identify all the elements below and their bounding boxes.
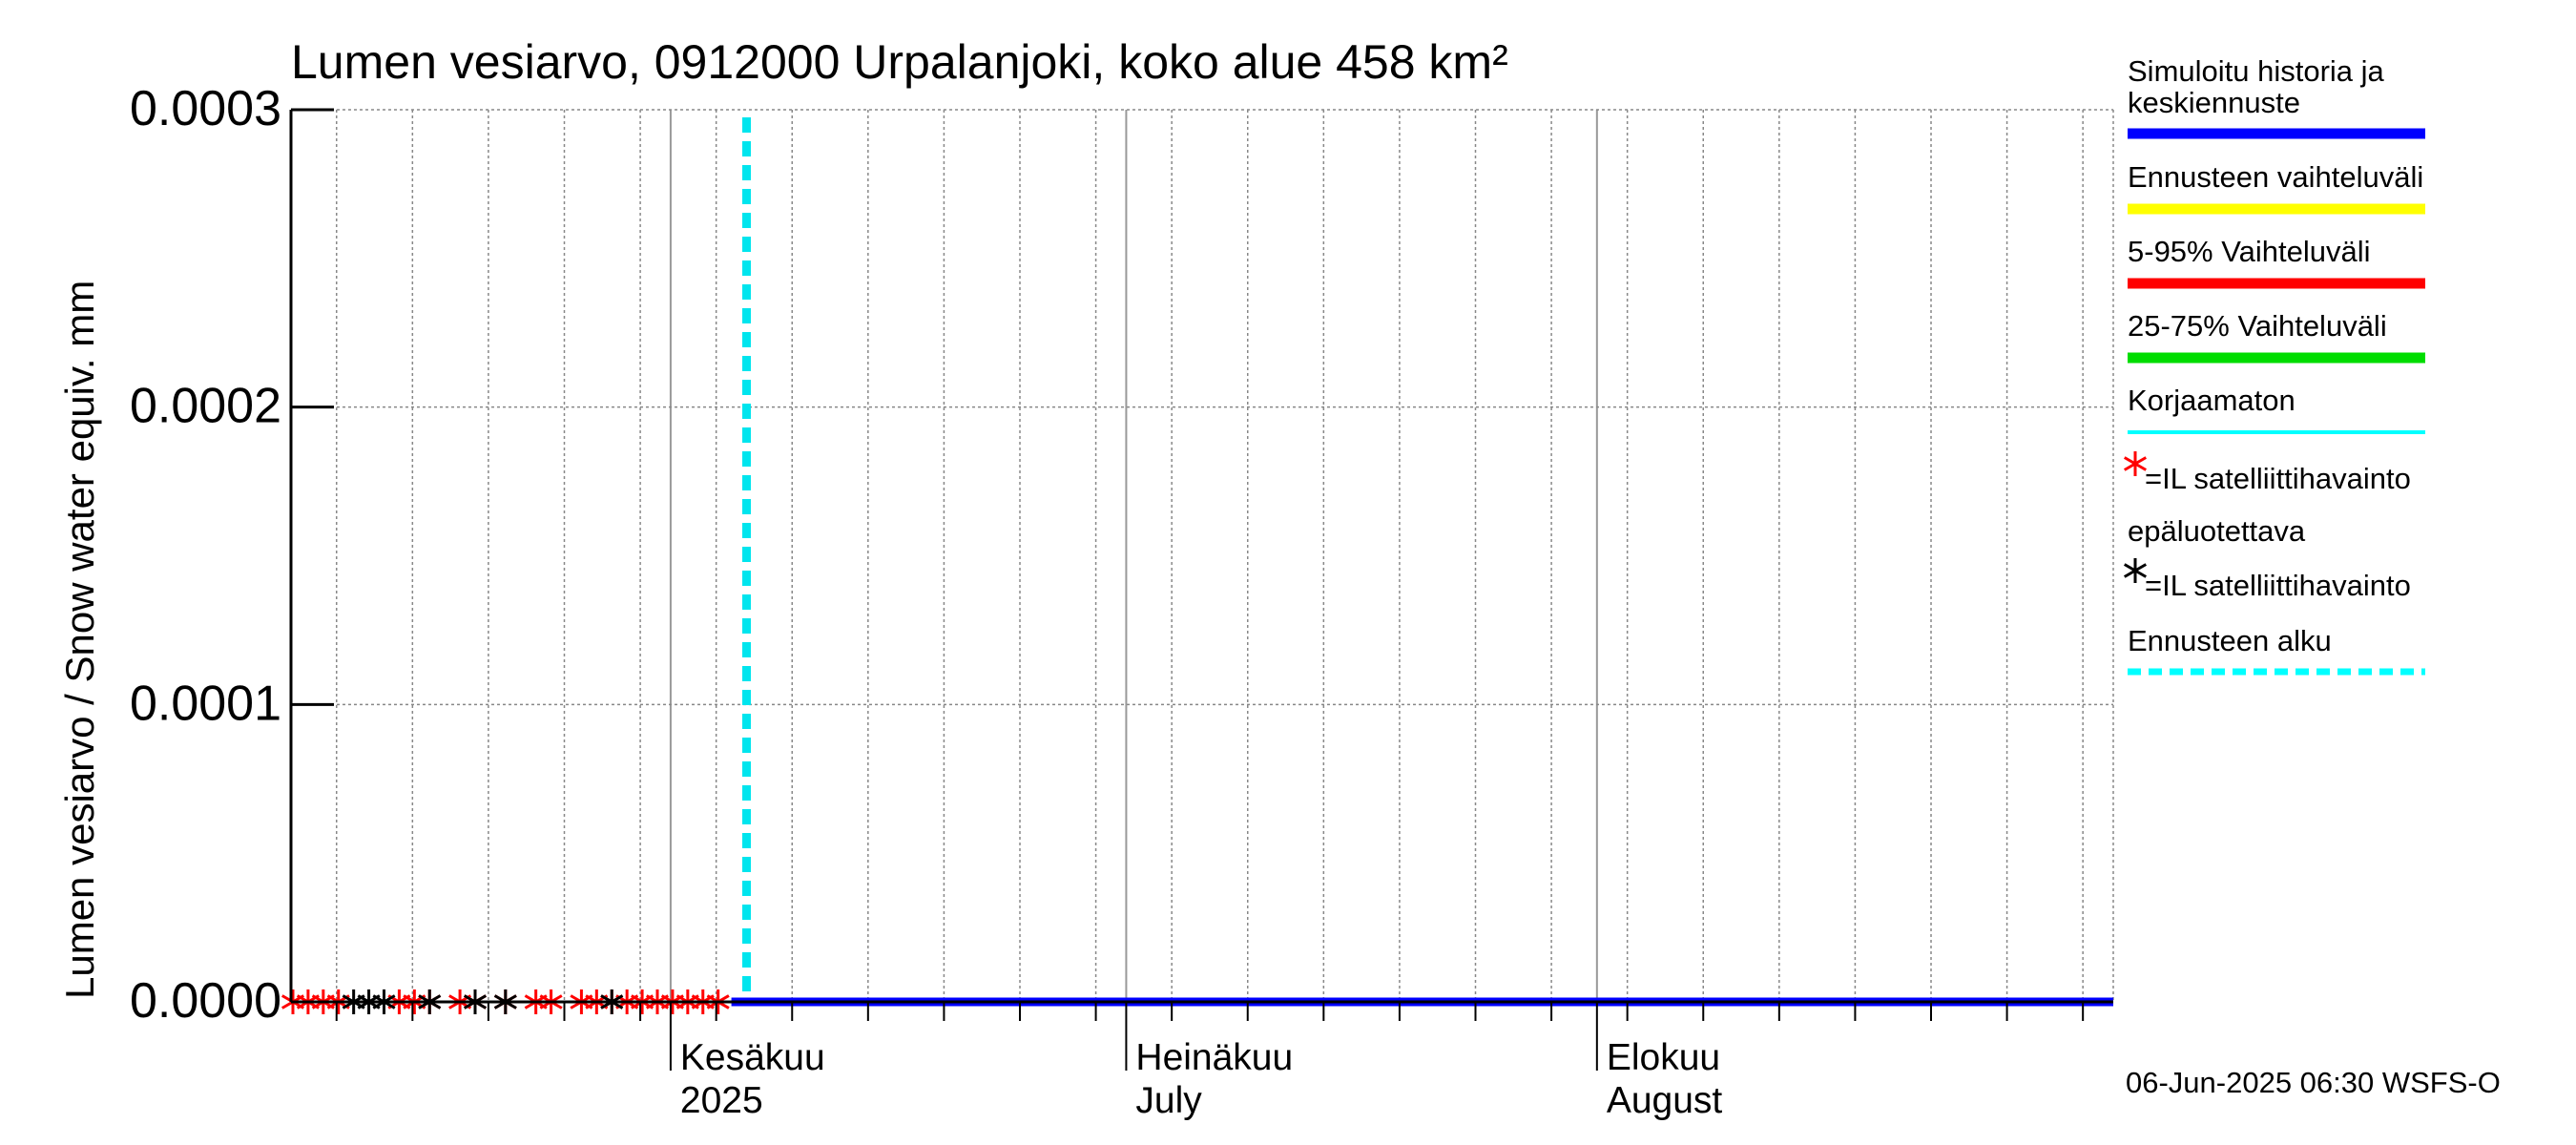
legend-entry: Korjaamaton	[2128, 384, 2425, 434]
legend-star-marker	[2123, 558, 2148, 583]
legend-entry: 5-95% Vaihteluväli	[2128, 235, 2425, 289]
legend-entry: epäluotettava	[2128, 514, 2306, 548]
y-tick-label: 0.0002	[130, 379, 281, 434]
legend-label: Simuloitu historia ja	[2128, 54, 2385, 88]
legend-label: Ennusteen vaihteluväli	[2128, 160, 2423, 194]
axes	[289, 110, 2113, 1004]
month-label: Kesäkuu	[680, 1037, 825, 1078]
month-sublabel: August	[1607, 1080, 1723, 1121]
month-label: Elokuu	[1607, 1037, 1720, 1078]
y-tick-label: 0.0000	[130, 973, 281, 1029]
legend-entry: 25-75% Vaihteluväli	[2128, 309, 2425, 364]
month-sublabel: 2025	[680, 1080, 763, 1121]
month-label: Heinäkuu	[1135, 1037, 1293, 1078]
legend-label: 5-95% Vaihteluväli	[2128, 235, 2370, 268]
legend-entry: =IL satelliittihavainto	[2123, 558, 2411, 602]
legend-label: =IL satelliittihavainto	[2145, 569, 2411, 602]
footer-timestamp: 06-Jun-2025 06:30 WSFS-O	[2126, 1066, 2501, 1099]
legend-label: Korjaamaton	[2128, 384, 2296, 417]
legend-entry: Ennusteen alku	[2128, 624, 2425, 676]
y-axis-label: Lumen vesiarvo / Snow water equiv. mm	[57, 281, 102, 999]
legend-label: Ennusteen alku	[2128, 624, 2332, 657]
month-sublabel: July	[1135, 1080, 1202, 1121]
legend-label: keskiennuste	[2128, 86, 2300, 119]
y-tick-label: 0.0003	[130, 81, 281, 136]
legend-star-marker	[2123, 451, 2148, 476]
legend-label: 25-75% Vaihteluväli	[2128, 309, 2387, 343]
y-tick-label: 0.0001	[130, 676, 281, 731]
legend-entry: =IL satelliittihavainto	[2123, 451, 2411, 495]
legend-label: =IL satelliittihavainto	[2145, 462, 2411, 495]
chart-title: Lumen vesiarvo, 0912000 Urpalanjoki, kok…	[291, 35, 1508, 89]
y-ticks: 0.0000 0.0001 0.0002 0.0003	[130, 81, 334, 1029]
legend-label: epäluotettava	[2128, 514, 2306, 548]
legend-entry: Ennusteen vaihteluväli	[2128, 160, 2425, 215]
